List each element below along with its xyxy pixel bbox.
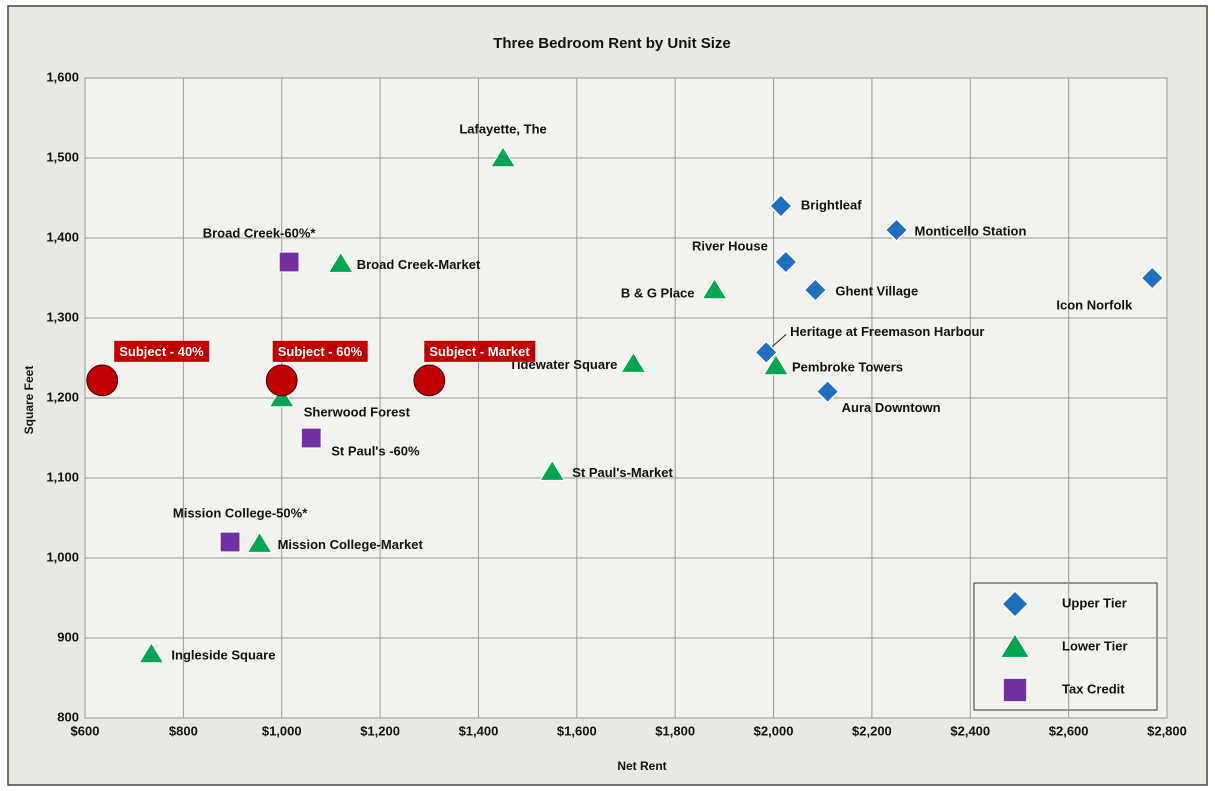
legend-swatch — [999, 633, 1031, 658]
point — [803, 277, 828, 303]
point-label: Subject - 60% — [278, 344, 363, 359]
legend-swatch — [1002, 677, 1028, 703]
point — [268, 386, 295, 408]
legend-label: Tax Credit — [1062, 681, 1125, 696]
point — [1140, 265, 1165, 291]
point — [773, 249, 798, 275]
x-tick-label: $2,000 — [754, 723, 794, 738]
point-label: Ghent Village — [835, 283, 918, 298]
x-tick-label: $800 — [169, 723, 198, 738]
y-tick-label: 800 — [57, 709, 79, 724]
point — [490, 146, 517, 168]
point — [278, 251, 300, 273]
point — [768, 193, 793, 219]
point-label: St Paul's-Market — [572, 465, 673, 480]
y-tick-label: 1,200 — [46, 389, 79, 404]
point-label-box — [114, 340, 210, 362]
y-tick-label: 1,300 — [46, 309, 79, 324]
x-tick-label: $1,200 — [360, 723, 400, 738]
point-label: Lafayette, The — [459, 121, 546, 136]
point — [413, 364, 446, 397]
y-tick-label: 1,400 — [46, 229, 79, 244]
point-label: Broad Creek-Market — [357, 257, 481, 272]
point-label: Broad Creek-60%* — [203, 225, 317, 240]
legend-label: Upper Tier — [1062, 595, 1127, 610]
point-label: Brightleaf — [801, 197, 862, 212]
point-label: Mission College-50%* — [173, 505, 308, 520]
x-tick-label: $2,800 — [1147, 723, 1187, 738]
point — [246, 531, 273, 553]
point-label: Tidewater Square — [509, 357, 617, 372]
chart-title: Three Bedroom Rent by Unit Size — [493, 35, 731, 52]
legend-label: Lower Tier — [1062, 638, 1128, 653]
point-label-box — [272, 340, 368, 362]
point-label: Aura Downtown — [842, 400, 941, 415]
x-tick-label: $2,400 — [950, 723, 990, 738]
point — [815, 379, 840, 404]
x-tick-label: $1,600 — [557, 723, 597, 738]
point-label: Subject - 40% — [119, 344, 204, 359]
point — [86, 364, 119, 397]
x-tick-label: $1,400 — [459, 723, 499, 738]
point — [701, 278, 728, 300]
point — [265, 364, 298, 397]
y-tick-label: 1,600 — [46, 69, 79, 84]
point — [300, 427, 322, 449]
point-label: River House — [692, 238, 768, 253]
y-tick-label: 1,000 — [46, 549, 79, 564]
point-label: B & G Place — [621, 285, 695, 300]
point-label: Pembroke Towers — [792, 359, 903, 374]
x-tick-label: $1,000 — [262, 723, 302, 738]
y-tick-label: 1,500 — [46, 149, 79, 164]
point — [138, 642, 165, 664]
point-label: Heritage at Freemason Harbour — [790, 324, 984, 339]
point-label: Mission College-Market — [278, 537, 424, 552]
y-tick-label: 1,100 — [46, 469, 79, 484]
point-label-box — [424, 340, 536, 362]
point-label: St Paul's -60% — [331, 443, 420, 458]
point — [763, 354, 789, 376]
point-label: Monticello Station — [915, 223, 1027, 238]
point — [327, 251, 354, 273]
leader-line — [769, 334, 787, 349]
x-tick-label: $2,200 — [852, 723, 892, 738]
legend-swatch — [1000, 589, 1030, 619]
point — [620, 351, 647, 373]
point — [219, 531, 241, 553]
x-tick-label: $600 — [71, 723, 100, 738]
point — [884, 217, 909, 243]
y-tick-label: 900 — [57, 629, 79, 644]
x-tick-label: $1,800 — [655, 723, 695, 738]
point-label: Subject - Market — [429, 344, 530, 359]
y-axis-title: Square Feet — [22, 366, 36, 435]
point-label: Sherwood Forest — [304, 404, 411, 419]
point-label: Icon Norfolk — [1056, 297, 1133, 312]
x-axis-title: Net Rent — [617, 759, 666, 773]
x-tick-label: $2,600 — [1049, 723, 1089, 738]
point — [539, 459, 566, 481]
point-label: Ingleside Square — [171, 647, 275, 662]
point — [754, 340, 779, 365]
